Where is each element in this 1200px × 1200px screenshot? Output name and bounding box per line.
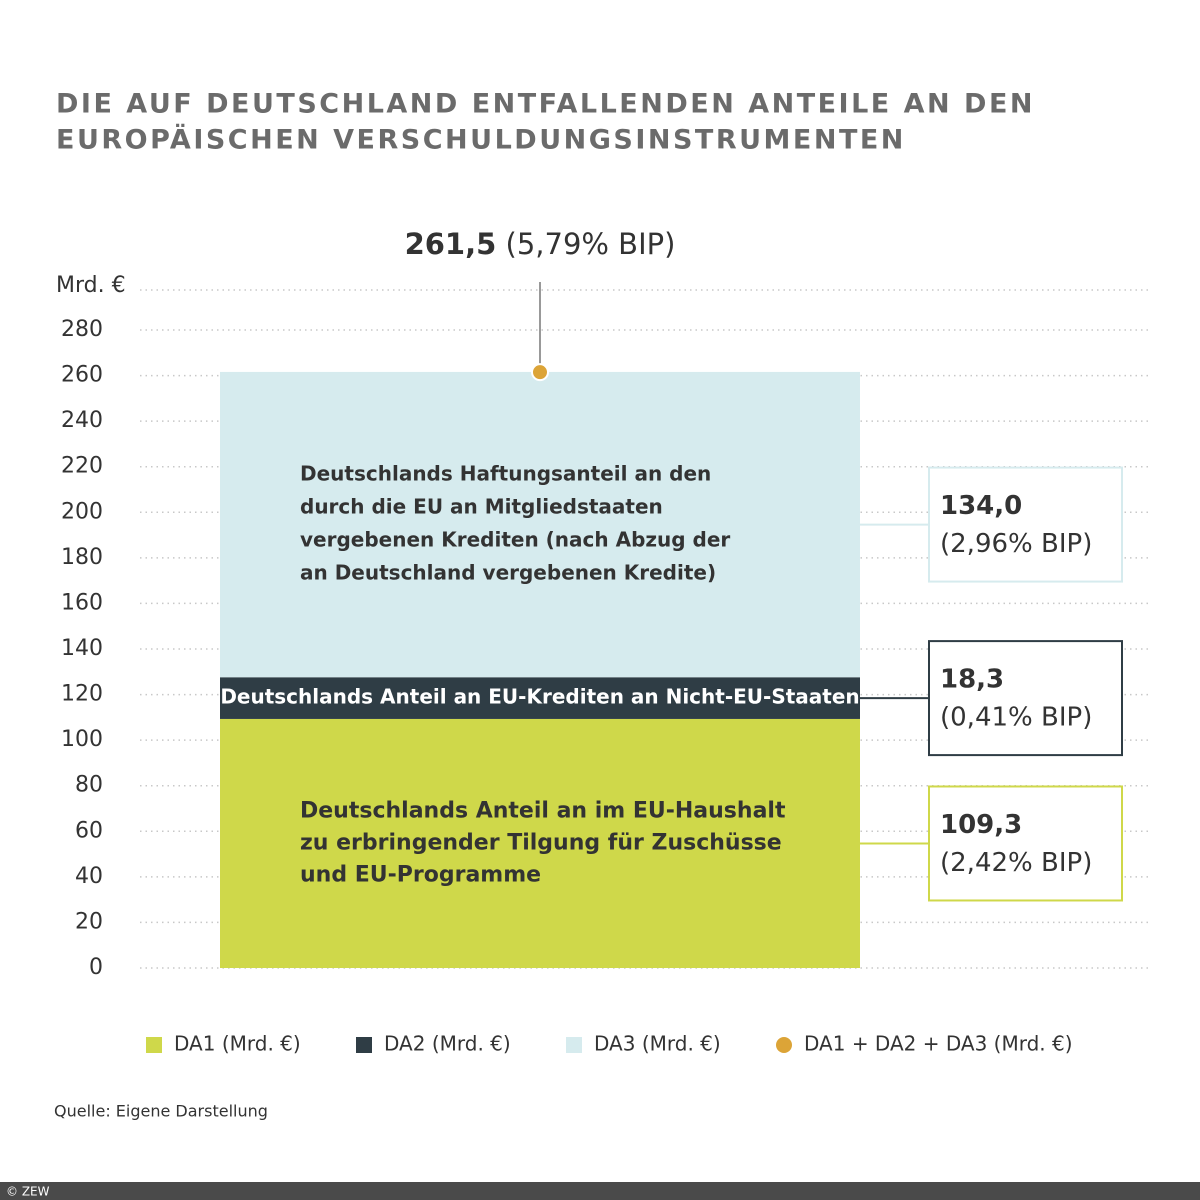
legend-label: DA1 + DA2 + DA3 (Mrd. €) [804, 1032, 1073, 1056]
y-tick-label: 180 [61, 545, 103, 570]
share-label: (0,41% BIP) [940, 703, 1092, 733]
legend-label: DA2 (Mrd. €) [384, 1032, 511, 1056]
total-share: (5,79% BIP) [506, 227, 676, 261]
segment-description: und EU-Programme [300, 862, 541, 887]
source: Quelle: Eigene Darstellung [54, 1102, 268, 1121]
legend-swatch [776, 1037, 792, 1053]
bar-segment [220, 677, 860, 719]
y-tick-label: 260 [61, 363, 103, 388]
value-label: 109,3 [940, 810, 1022, 840]
callout-box [928, 640, 1123, 757]
y-tick-label: 60 [75, 818, 103, 843]
share-label: (2,96% BIP) [940, 529, 1092, 559]
share-label: (2,42% BIP) [940, 848, 1092, 878]
segment-description: Deutschlands Anteil an EU-Krediten an Ni… [220, 685, 859, 709]
y-tick-label: 80 [75, 773, 103, 798]
legend-swatch [566, 1037, 582, 1053]
total-marker [531, 363, 549, 382]
total-label: 261,5 (5,79% BIP) [405, 227, 676, 261]
value-label: 18,3 [940, 665, 1004, 695]
segment-description: zu erbringender Tilgung für Zuschüsse [300, 830, 782, 855]
y-tick-label: 240 [61, 408, 103, 433]
y-tick-label: 40 [75, 864, 103, 889]
chart-title: EUROPÄISCHEN VERSCHULDUNGSINSTRUMENTEN [56, 124, 906, 156]
legend-swatch [146, 1037, 162, 1053]
y-axis-label: Mrd. € [56, 273, 126, 298]
callout-box [928, 785, 1123, 902]
legend-label: DA1 (Mrd. €) [174, 1032, 301, 1056]
y-tick-label: 20 [75, 909, 103, 934]
legend-label: DA3 (Mrd. €) [594, 1032, 721, 1056]
segment-description: vergebenen Krediten (nach Abzug der [300, 528, 730, 552]
y-tick-label: 0 [89, 955, 103, 980]
y-tick-label: 160 [61, 590, 103, 615]
y-tick-label: 220 [61, 454, 103, 479]
value-label: 134,0 [940, 491, 1022, 521]
y-tick-label: 200 [61, 499, 103, 524]
y-tick-label: 120 [61, 682, 103, 707]
segment-description: an Deutschland vergebenen Kredite) [300, 561, 716, 585]
chart-title: DIE AUF DEUTSCHLAND ENTFALLENDEN ANTEILE… [56, 89, 1035, 120]
y-tick-label: 100 [61, 727, 103, 752]
bar-segment [220, 371, 860, 678]
y-tick-label: 280 [61, 317, 103, 342]
copyright: © ZEW [6, 1185, 50, 1199]
total-value: 261,5 [405, 227, 497, 261]
y-tick-label: 140 [61, 636, 103, 661]
segment-description: Deutschlands Haftungsanteil an den [300, 462, 711, 486]
footer-bar [0, 1182, 1200, 1200]
legend-swatch [356, 1037, 372, 1053]
segment-description: Deutschlands Anteil an im EU-Haushalt [300, 798, 786, 823]
callout-box [928, 466, 1123, 583]
bar-segment [220, 718, 860, 968]
segment-description: durch die EU an Mitgliedstaaten [300, 495, 663, 519]
